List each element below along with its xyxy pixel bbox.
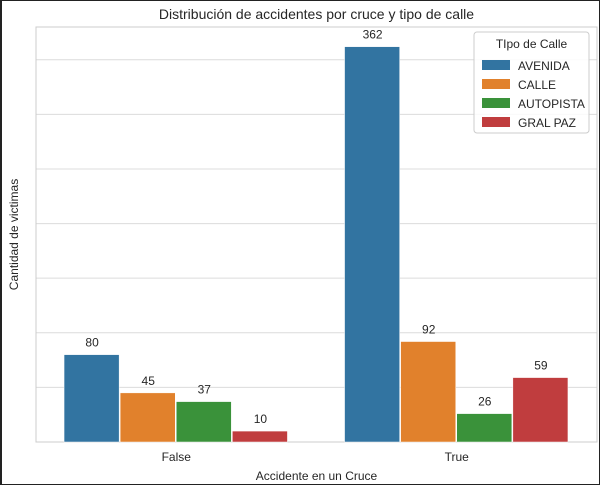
bar-gral-paz-true [512, 377, 569, 443]
bar-gral-paz-false [232, 430, 288, 443]
bar-labels: 80 45 37 10 362 92 26 59 [85, 28, 547, 426]
legend-label-calle: CALLE [518, 78, 556, 92]
y-axis-label: Cantidad de victimas [7, 179, 21, 290]
bar-label-autopista-false: 37 [198, 383, 212, 397]
bar-label-calle-false: 45 [142, 374, 156, 388]
x-tick-labels: False True [162, 450, 470, 464]
x-tick-label: False [162, 450, 192, 464]
plot-area [35, 26, 598, 443]
bar-label-gral-paz-true: 59 [534, 359, 548, 373]
gridlines [36, 59, 597, 388]
legend-swatch-autopista [482, 98, 510, 108]
x-tick-label: True [445, 450, 470, 464]
legend-label-avenida: AVENIDA [518, 59, 570, 73]
bar-label-avenida-true: 362 [363, 28, 383, 42]
bar-calle-true [400, 341, 456, 443]
chart-title: Distribución de accidentes por cruce y t… [159, 6, 474, 22]
bar-avenida-false [63, 354, 120, 443]
bar-label-avenida-false: 80 [85, 336, 99, 350]
bar-avenida-true [344, 46, 400, 443]
legend-swatch-calle [482, 79, 510, 89]
legend-title: TIpo de Calle [496, 37, 568, 51]
legend-swatch-gral-paz [482, 117, 510, 127]
bar-calle-false [119, 392, 176, 443]
bar-label-gral-paz-false: 10 [254, 412, 268, 426]
legend-label-gral-paz: GRAL PAZ [518, 116, 576, 130]
bar-autopista-true [456, 413, 513, 443]
bar-autopista-false [176, 401, 232, 443]
bars [63, 46, 569, 443]
legend-swatch-avenida [482, 60, 510, 70]
legend-items: AVENIDA CALLE AUTOPISTA GRAL PAZ [482, 59, 585, 130]
bar-label-calle-true: 92 [422, 323, 436, 337]
legend-label-autopista: AUTOPISTA [518, 97, 585, 111]
legend: TIpo de Calle AVENIDA CALLE AUTOPISTA GRAL … [473, 31, 590, 134]
x-axis-label: Accidente en un Cruce [256, 469, 378, 483]
bar-label-autopista-true: 26 [478, 395, 492, 409]
